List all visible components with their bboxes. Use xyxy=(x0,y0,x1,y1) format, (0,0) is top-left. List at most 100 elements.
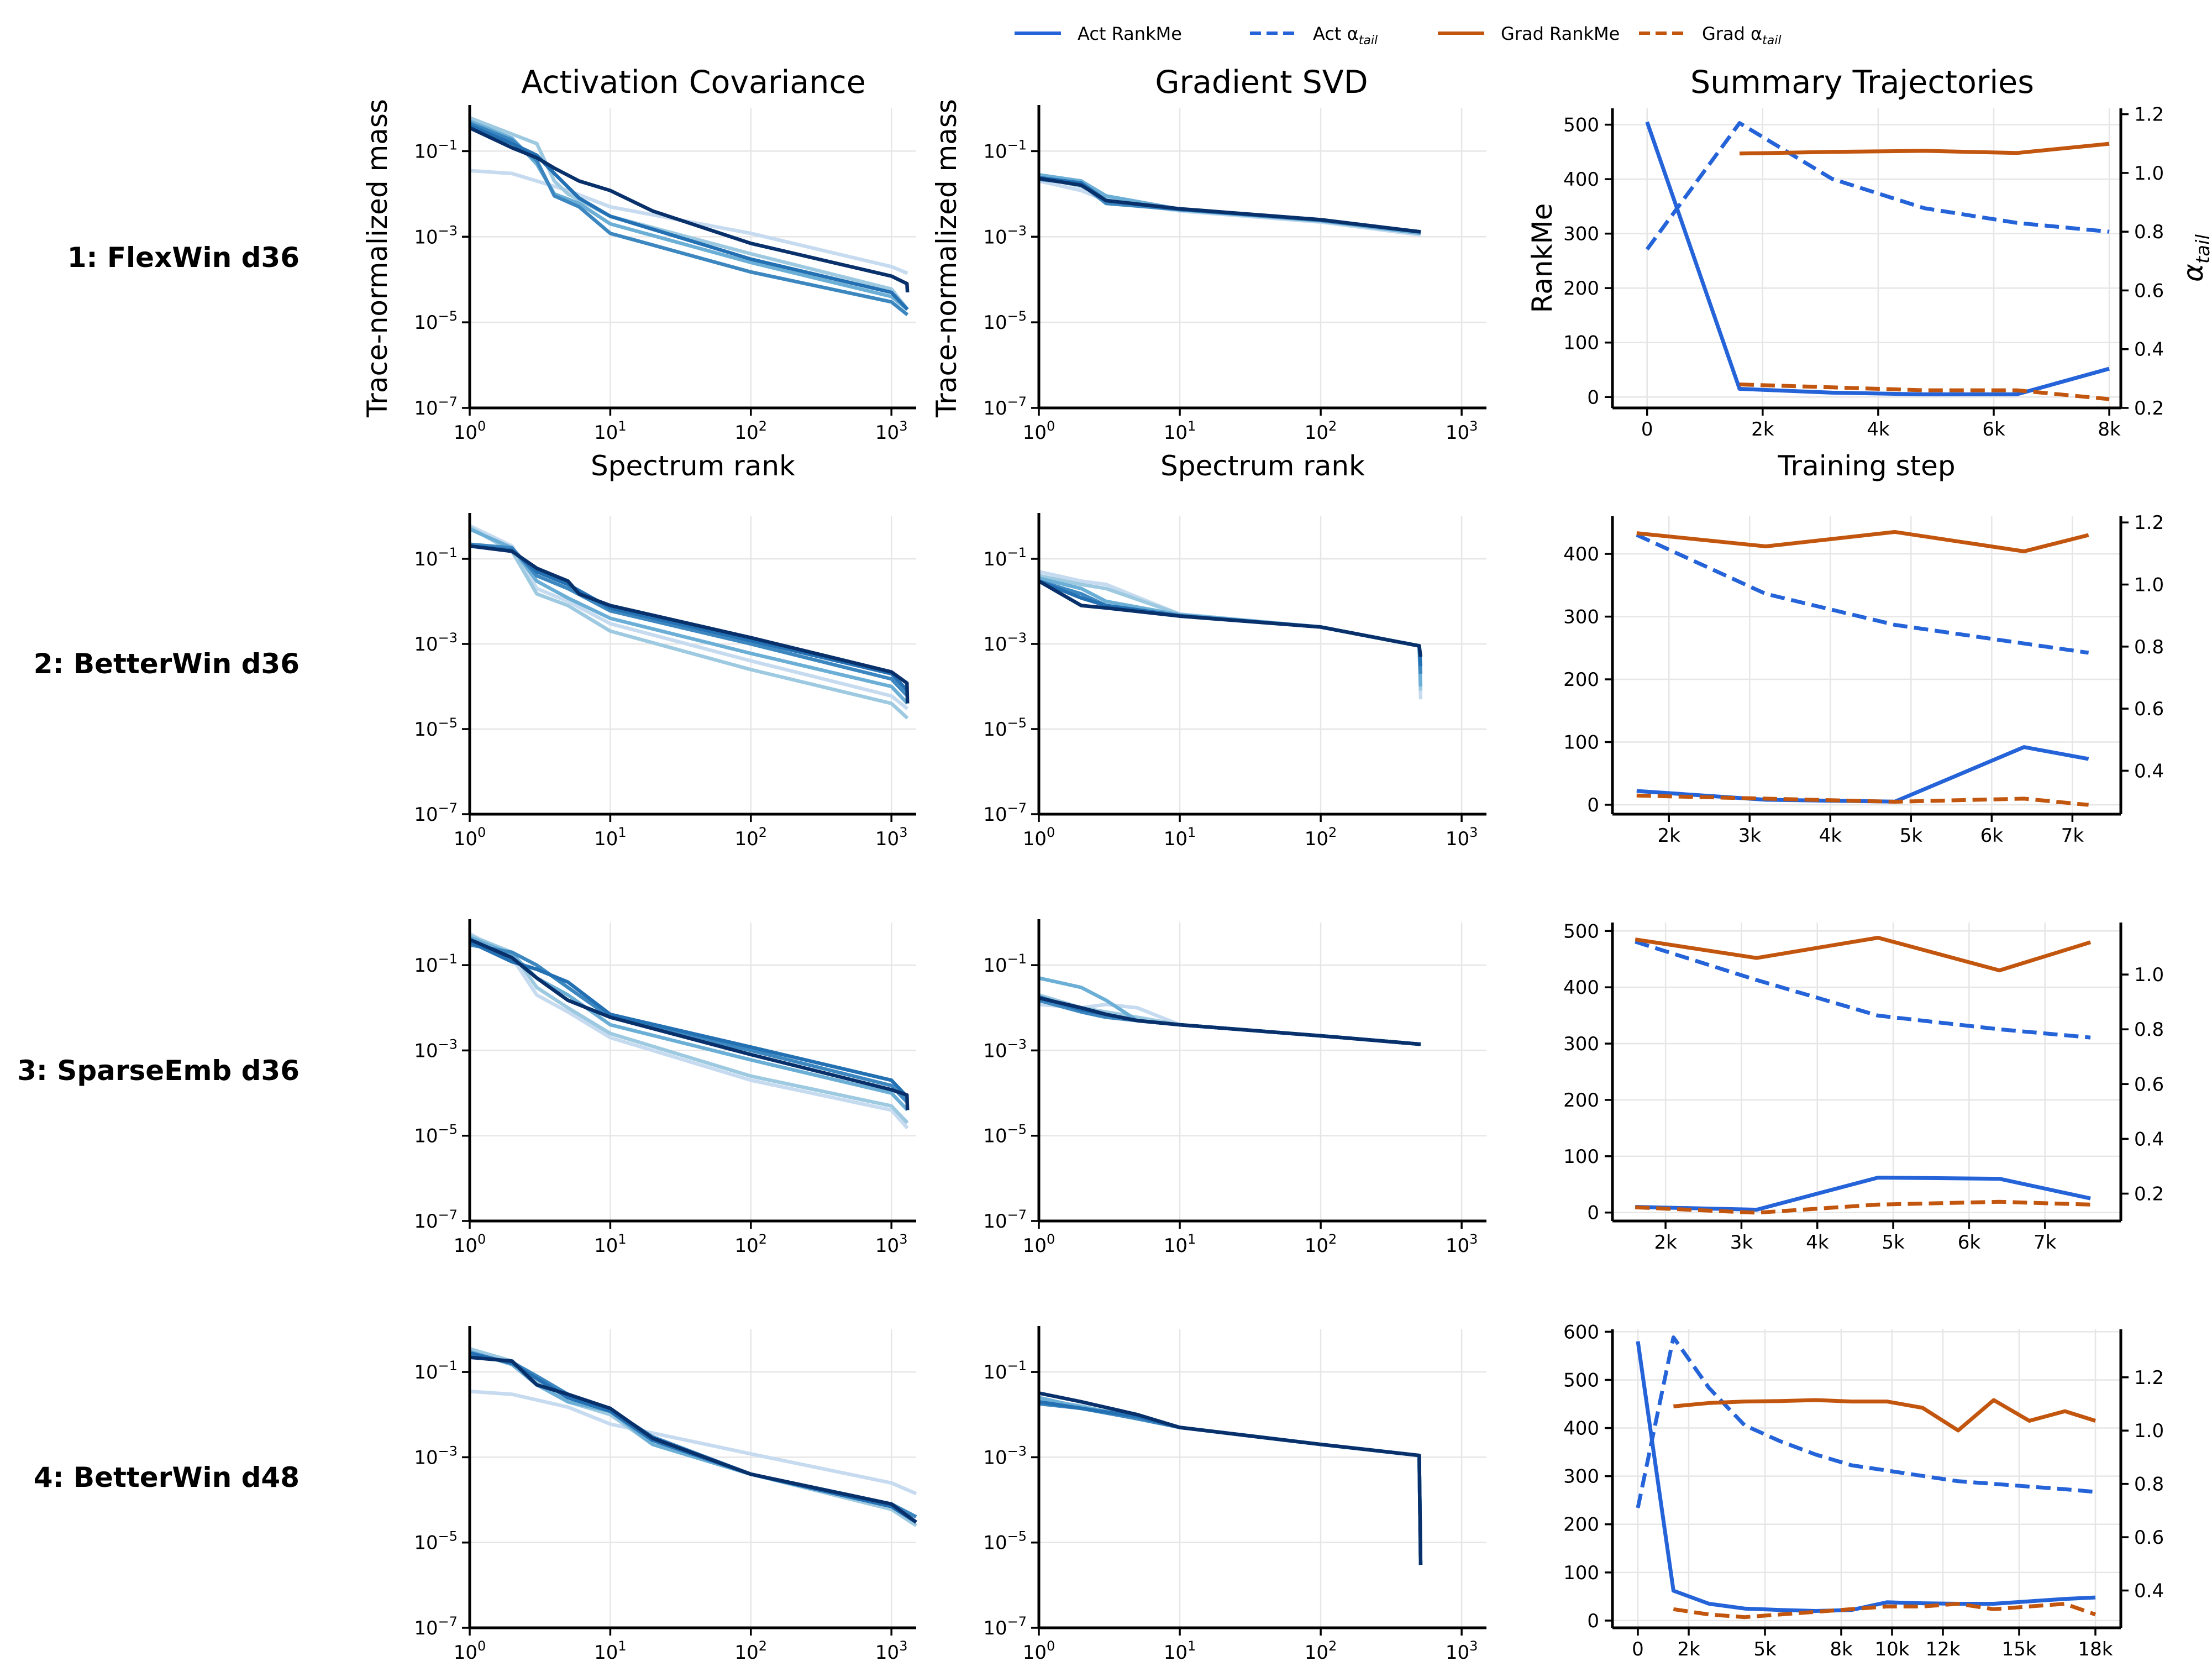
yticklabel-r4-grad-m7: 10−7 xyxy=(983,1614,1027,1639)
yticklabel-r4-grad-m5: 10−5 xyxy=(983,1529,1027,1554)
xticklabel-r3-grad-2-base: 10 xyxy=(1305,1235,1328,1257)
xticklabel-r2-act-1-exp: 1 xyxy=(618,825,626,840)
ylabel-r1-act: Trace-normalized mass xyxy=(361,99,393,418)
xticklabel-r1-traj-2: 4k xyxy=(1867,418,1890,441)
xticklabel-r3-traj-2: 4k xyxy=(1806,1231,1829,1254)
yticklabel-r4-grad-m5-base: 10 xyxy=(983,1532,1007,1554)
svg-text:Grad αtail: Grad αtail xyxy=(1702,23,1781,48)
yticklabel-right-r4-traj-4: 1.2 xyxy=(2134,1367,2164,1389)
yticklabel-r2-act-m3: 10−3 xyxy=(414,630,458,656)
xticklabel-r3-traj-1: 3k xyxy=(1730,1231,1753,1254)
yticklabel-r1-grad-m7-exp: −7 xyxy=(1007,394,1027,410)
yticklabel-r4-act-m7-exp: −7 xyxy=(438,1614,458,1629)
xticklabel-r3-act-2-base: 10 xyxy=(735,1235,759,1257)
xticklabel-r1-grad-2-exp: 2 xyxy=(1328,418,1337,434)
series-group-r3-act xyxy=(469,932,910,1130)
xticklabel-r4-grad-2: 102 xyxy=(1305,1638,1337,1664)
yticklabel-left-r1-traj-5: 500 xyxy=(1563,114,1599,137)
yticklabel-r2-grad-m3: 10−3 xyxy=(983,630,1027,656)
yticklabel-r3-act-m5: 10−5 xyxy=(414,1122,458,1147)
yticklabel-r1-grad-m5: 10−5 xyxy=(983,308,1027,334)
spectrum-line-r1-act-4 xyxy=(469,123,909,311)
xticklabel-r3-act-3-base: 10 xyxy=(875,1235,899,1257)
trajectory-line-r3-traj-act-alpha-tail xyxy=(1635,940,2091,1040)
yticklabel-r2-act-m3-base: 10 xyxy=(414,633,438,656)
xticklabel-r2-act-2-base: 10 xyxy=(735,828,759,850)
xticklabel-r1-grad-3: 103 xyxy=(1446,418,1478,444)
ylabel-right-alpha: α xyxy=(2177,264,2209,282)
yticklabel-r4-act-m1-exp: −1 xyxy=(438,1358,458,1374)
xticklabel-r2-grad-3: 103 xyxy=(1446,825,1478,850)
trajectory-line-r4-traj-grad-alpha-tail xyxy=(1673,1602,2097,1620)
trajectory-line-r3-traj-act-rankme xyxy=(1635,1176,2091,1212)
yticklabel-left-r4-traj-3: 300 xyxy=(1563,1466,1599,1488)
yticklabel-r2-grad-m3-base: 10 xyxy=(983,633,1007,656)
xticklabel-r4-grad-0: 100 xyxy=(1023,1638,1055,1664)
yticklabel-r3-act-m7-base: 10 xyxy=(414,1210,438,1233)
yticklabel-r3-grad-m7-exp: −7 xyxy=(1007,1207,1027,1223)
xticklabel-r2-traj-5: 7k xyxy=(2061,825,2084,847)
spectrum-line-r4-act-0 xyxy=(469,1390,917,1496)
spectrum-line-r2-act-5 xyxy=(469,544,910,704)
yticklabel-right-r4-traj-3: 1.0 xyxy=(2134,1420,2164,1442)
series-group-r1-grad xyxy=(1038,172,1421,237)
grid-r4-traj xyxy=(1612,1329,2121,1628)
legend-entry-grad-rankme: Grad RankMe xyxy=(1438,23,1620,44)
xticklabel-r4-act-1: 101 xyxy=(594,1638,627,1664)
xticklabel-r1-grad-0-base: 10 xyxy=(1023,422,1047,444)
yticklabel-right-r1-traj-2: 0.6 xyxy=(2134,280,2164,302)
xticklabel-r1-grad-1: 101 xyxy=(1164,418,1196,444)
yticklabel-r3-grad-m1-base: 10 xyxy=(983,955,1007,977)
yticklabel-r1-act-m5-base: 10 xyxy=(414,312,438,334)
yticklabel-right-r3-traj-1: 0.4 xyxy=(2134,1128,2164,1150)
series-group-r3-grad xyxy=(1038,976,1421,1046)
column-title-activation-covariance: Activation Covariance xyxy=(521,64,866,101)
yticklabel-left-r1-traj-4: 400 xyxy=(1563,169,1599,191)
panel-r1-traj: 0 2k 4k 6k 8k 0 100 200 300 400 500 0.2 0.4 0.6 0.8 1.0… xyxy=(1526,104,2212,482)
xticklabel-r3-act-1-base: 10 xyxy=(594,1235,618,1257)
xticklabel-r1-traj-3: 6k xyxy=(1982,418,2005,441)
yticklabel-r2-act-m5-exp: −5 xyxy=(438,715,458,731)
yticklabel-r4-grad-m3-exp: −3 xyxy=(1007,1443,1027,1459)
yticklabel-r4-grad-m3-base: 10 xyxy=(983,1447,1007,1469)
yticklabel-r2-act-m7-base: 10 xyxy=(414,804,438,826)
yticklabel-r4-grad-m3: 10−3 xyxy=(983,1443,1027,1469)
yticklabel-r2-act-m1-base: 10 xyxy=(414,548,438,570)
yticklabel-right-r1-traj-3: 0.8 xyxy=(2134,221,2164,243)
row-label-2: 2: BetterWin d36 xyxy=(34,648,300,680)
grid-r3-traj xyxy=(1612,923,2121,1221)
xticklabel-r2-grad-1-base: 10 xyxy=(1164,828,1188,850)
yticklabel-r3-act-m1-base: 10 xyxy=(414,955,438,977)
xticklabel-r2-grad-0: 100 xyxy=(1023,825,1055,850)
series-group-r4-grad xyxy=(1038,1391,1423,1565)
xticklabel-r3-grad-2: 102 xyxy=(1305,1231,1337,1257)
xticklabel-r2-act-3-exp: 3 xyxy=(899,825,907,840)
xticklabel-r1-grad-1-base: 10 xyxy=(1164,422,1188,444)
xticklabel-r1-act-0-exp: 0 xyxy=(477,418,486,434)
yticklabel-r2-grad-m1: 10−1 xyxy=(983,545,1027,570)
xticklabel-r3-act-1: 101 xyxy=(594,1231,627,1257)
xticklabel-r3-traj-4: 6k xyxy=(1958,1231,1981,1254)
xticklabel-r1-act-1: 101 xyxy=(594,418,627,444)
yticklabel-r2-act-m5: 10−5 xyxy=(414,715,458,741)
legend-label-act-rankme: Act RankMe xyxy=(1078,23,1182,44)
series-group-r1-traj xyxy=(1645,121,2110,401)
legend-entry-grad-alpha-tail: Grad αtail xyxy=(1639,23,1781,48)
yticklabel-r1-grad-m5-base: 10 xyxy=(983,312,1007,334)
xticklabel-r3-act-3-exp: 3 xyxy=(899,1231,907,1247)
xticklabel-r1-act-1-base: 10 xyxy=(594,422,618,444)
yticklabel-r3-grad-m5-base: 10 xyxy=(983,1125,1007,1147)
yticklabel-r2-grad-m1-base: 10 xyxy=(983,548,1007,570)
xticklabel-r1-act-2-base: 10 xyxy=(735,422,759,444)
yticklabel-r3-grad-m3-exp: −3 xyxy=(1007,1036,1027,1052)
xticklabel-r4-grad-1: 101 xyxy=(1164,1638,1196,1664)
yticklabel-right-r1-traj-4: 1.0 xyxy=(2134,163,2164,185)
row-label-1: 1: FlexWin d36 xyxy=(67,242,300,274)
xticklabel-r1-act-0: 100 xyxy=(454,418,486,444)
xticklabel-r2-act-3: 103 xyxy=(875,825,908,850)
xticklabel-r4-grad-3-base: 10 xyxy=(1446,1642,1469,1664)
